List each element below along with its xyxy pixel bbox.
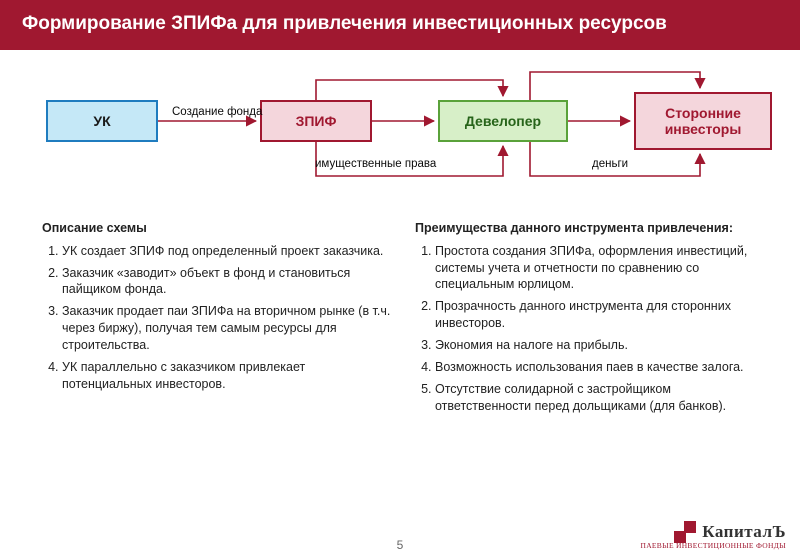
node-zpif: ЗПИФ <box>260 100 372 142</box>
left-list: УК создает ЗПИФ под определенный проект … <box>42 243 397 393</box>
edge-label: Создание фонда <box>172 106 262 118</box>
flow-diagram: УК ЗПИФ Девелопер Сторонние инвесторы Создан… <box>0 50 800 220</box>
left-heading: Описание схемы <box>42 220 397 237</box>
body-text: Описание схемы УК создает ЗПИФ под опред… <box>0 220 800 420</box>
right-column: Преимущества данного инструмента привлеч… <box>415 220 770 420</box>
logo-subtitle: ПАЕВЫЕ ИНВЕСТИЦИОННЫЕ ФОНДЫ <box>640 541 786 550</box>
list-item: Простота создания ЗПИФа, оформления инве… <box>435 243 770 294</box>
footer-logo: КапиталЪ ПАЕВЫЕ ИНВЕСТИЦИОННЫЕ ФОНДЫ <box>640 521 786 550</box>
list-item: УК создает ЗПИФ под определенный проект … <box>62 243 397 260</box>
list-item: Экономия на налоге на прибыль. <box>435 337 770 354</box>
edge-label: имущественные права <box>315 158 436 170</box>
node-dev: Девелопер <box>438 100 568 142</box>
list-item: Прозрачность данного инструмента для сто… <box>435 298 770 332</box>
node-inv: Сторонние инвесторы <box>634 92 772 150</box>
list-item: Возможность использования паев в качеств… <box>435 359 770 376</box>
list-item: Отсутствие солидарной с застройщиком отв… <box>435 381 770 415</box>
node-uk: УК <box>46 100 158 142</box>
left-column: Описание схемы УК создает ЗПИФ под опред… <box>42 220 397 420</box>
right-list: Простота создания ЗПИФа, оформления инве… <box>415 243 770 415</box>
page-number: 5 <box>397 538 404 552</box>
slide-title: Формирование ЗПИФа для привлечения инвес… <box>0 0 800 50</box>
logo-text: КапиталЪ <box>702 522 786 542</box>
edge-label: деньги <box>592 158 628 170</box>
logo-mark-icon <box>674 521 696 543</box>
list-item: Заказчик «заводит» объект в фонд и стано… <box>62 265 397 299</box>
right-heading: Преимущества данного инструмента привлеч… <box>415 220 770 237</box>
list-item: Заказчик продает паи ЗПИФа на вторичном … <box>62 303 397 354</box>
list-item: УК параллельно с заказчиком привлекает п… <box>62 359 397 393</box>
